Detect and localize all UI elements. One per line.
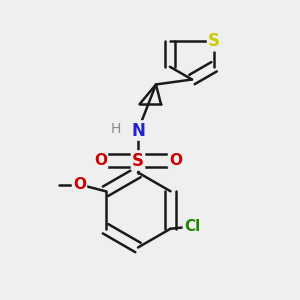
Text: O: O: [73, 177, 86, 192]
Text: S: S: [132, 152, 144, 169]
Text: O: O: [169, 153, 182, 168]
Text: Cl: Cl: [184, 219, 200, 234]
Text: H: H: [110, 122, 121, 136]
Text: O: O: [94, 153, 107, 168]
Text: S: S: [208, 32, 220, 50]
Text: N: N: [131, 122, 145, 140]
